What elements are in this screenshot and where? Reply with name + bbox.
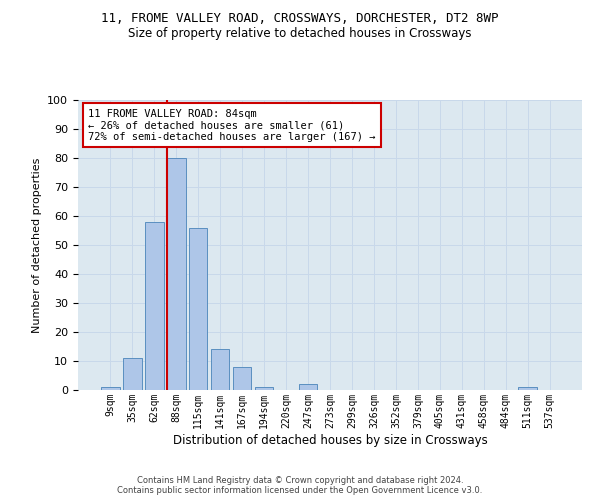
Bar xyxy=(123,358,142,390)
Bar xyxy=(211,350,229,390)
Bar xyxy=(518,387,537,390)
Bar xyxy=(189,228,208,390)
Bar xyxy=(233,367,251,390)
Text: 11, FROME VALLEY ROAD, CROSSWAYS, DORCHESTER, DT2 8WP: 11, FROME VALLEY ROAD, CROSSWAYS, DORCHE… xyxy=(101,12,499,26)
Text: Size of property relative to detached houses in Crossways: Size of property relative to detached ho… xyxy=(128,28,472,40)
Bar xyxy=(299,384,317,390)
Bar xyxy=(101,387,119,390)
Bar xyxy=(145,222,164,390)
Bar xyxy=(167,158,185,390)
Text: 11 FROME VALLEY ROAD: 84sqm
← 26% of detached houses are smaller (61)
72% of sem: 11 FROME VALLEY ROAD: 84sqm ← 26% of det… xyxy=(88,108,376,142)
Y-axis label: Number of detached properties: Number of detached properties xyxy=(32,158,42,332)
X-axis label: Distribution of detached houses by size in Crossways: Distribution of detached houses by size … xyxy=(173,434,487,446)
Bar xyxy=(255,387,274,390)
Text: Contains HM Land Registry data © Crown copyright and database right 2024.
Contai: Contains HM Land Registry data © Crown c… xyxy=(118,476,482,495)
